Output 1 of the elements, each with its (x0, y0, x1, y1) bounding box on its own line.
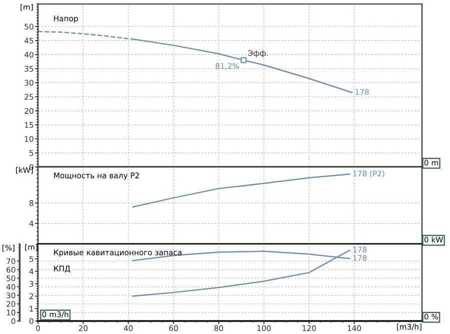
line-series (132, 174, 350, 208)
